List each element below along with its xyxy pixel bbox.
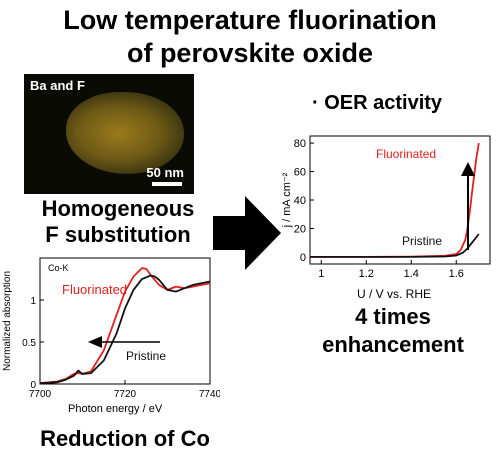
xanes-panel-label: Co-K — [48, 263, 69, 273]
xanes-label-fluorinated: Fluorinated — [62, 282, 127, 297]
y-tick-label: 0.5 — [22, 338, 36, 349]
xanes-label-pristine: Pristine — [126, 349, 166, 363]
title-line-2: of perovskite oxide — [126, 38, 374, 68]
xanes-chart: Co-K Photon energy / eV Normalized absor… — [2, 257, 220, 415]
oer-activity-heading: · OER activity — [312, 92, 443, 114]
y-tick-label: 60 — [294, 167, 306, 179]
x-tick-label: 1 — [318, 268, 324, 280]
caption-enhancement: enhancement — [322, 332, 464, 357]
caption-reduction: Reduction of Co — [40, 426, 210, 451]
x-tick-label: 1.2 — [359, 268, 374, 280]
x-tick-label: 7720 — [114, 389, 137, 400]
shift-arrow-icon — [88, 336, 102, 348]
enhancement-arrow-icon — [461, 162, 475, 176]
lsv-chart: U / V vs. RHE j / mA cm⁻² 1 1.2 1.4 1.6 0 20 4… — [282, 135, 491, 301]
y-tick-label: 20 — [294, 223, 306, 235]
lsv-xlabel: U / V vs. RHE — [357, 287, 431, 301]
x-tick-label: 7700 — [29, 389, 52, 400]
caption-homogeneous: Homogeneous — [41, 196, 195, 221]
y-tick-label: 0 — [30, 380, 36, 391]
x-tick-label: 1.6 — [449, 268, 464, 280]
title-line-1: Low temperature fluorination — [63, 5, 437, 35]
xanes-plot-frame — [39, 257, 211, 385]
series-line-pristine — [310, 233, 480, 258]
series-line-pristine — [39, 274, 211, 385]
xanes-ylabel: Normalized absorption — [2, 271, 13, 371]
x-tick-label: 7740 — [199, 389, 220, 400]
micrograph-label: Ba and F — [30, 78, 85, 93]
y-tick-label: 0 — [300, 252, 306, 264]
caption-4-times: 4 times — [355, 304, 431, 329]
lsv-label-pristine: Pristine — [402, 234, 442, 248]
edx-micrograph: Ba and F 50 nm — [24, 74, 194, 194]
particle-image — [66, 92, 184, 174]
y-tick-label: 40 — [294, 195, 306, 207]
y-tick-label: 1 — [30, 296, 36, 307]
y-tick-label: 80 — [294, 138, 306, 150]
lsv-label-fluorinated: Fluorinated — [376, 147, 436, 161]
xanes-xlabel: Photon energy / eV — [68, 403, 163, 415]
lsv-ylabel: j / mA cm⁻² — [282, 172, 293, 228]
scale-bar — [152, 182, 182, 186]
big-arrow-icon — [213, 196, 281, 270]
scale-bar-label: 50 nm — [146, 165, 184, 180]
caption-f-substitution: F substitution — [45, 222, 191, 247]
x-tick-label: 1.4 — [404, 268, 419, 280]
